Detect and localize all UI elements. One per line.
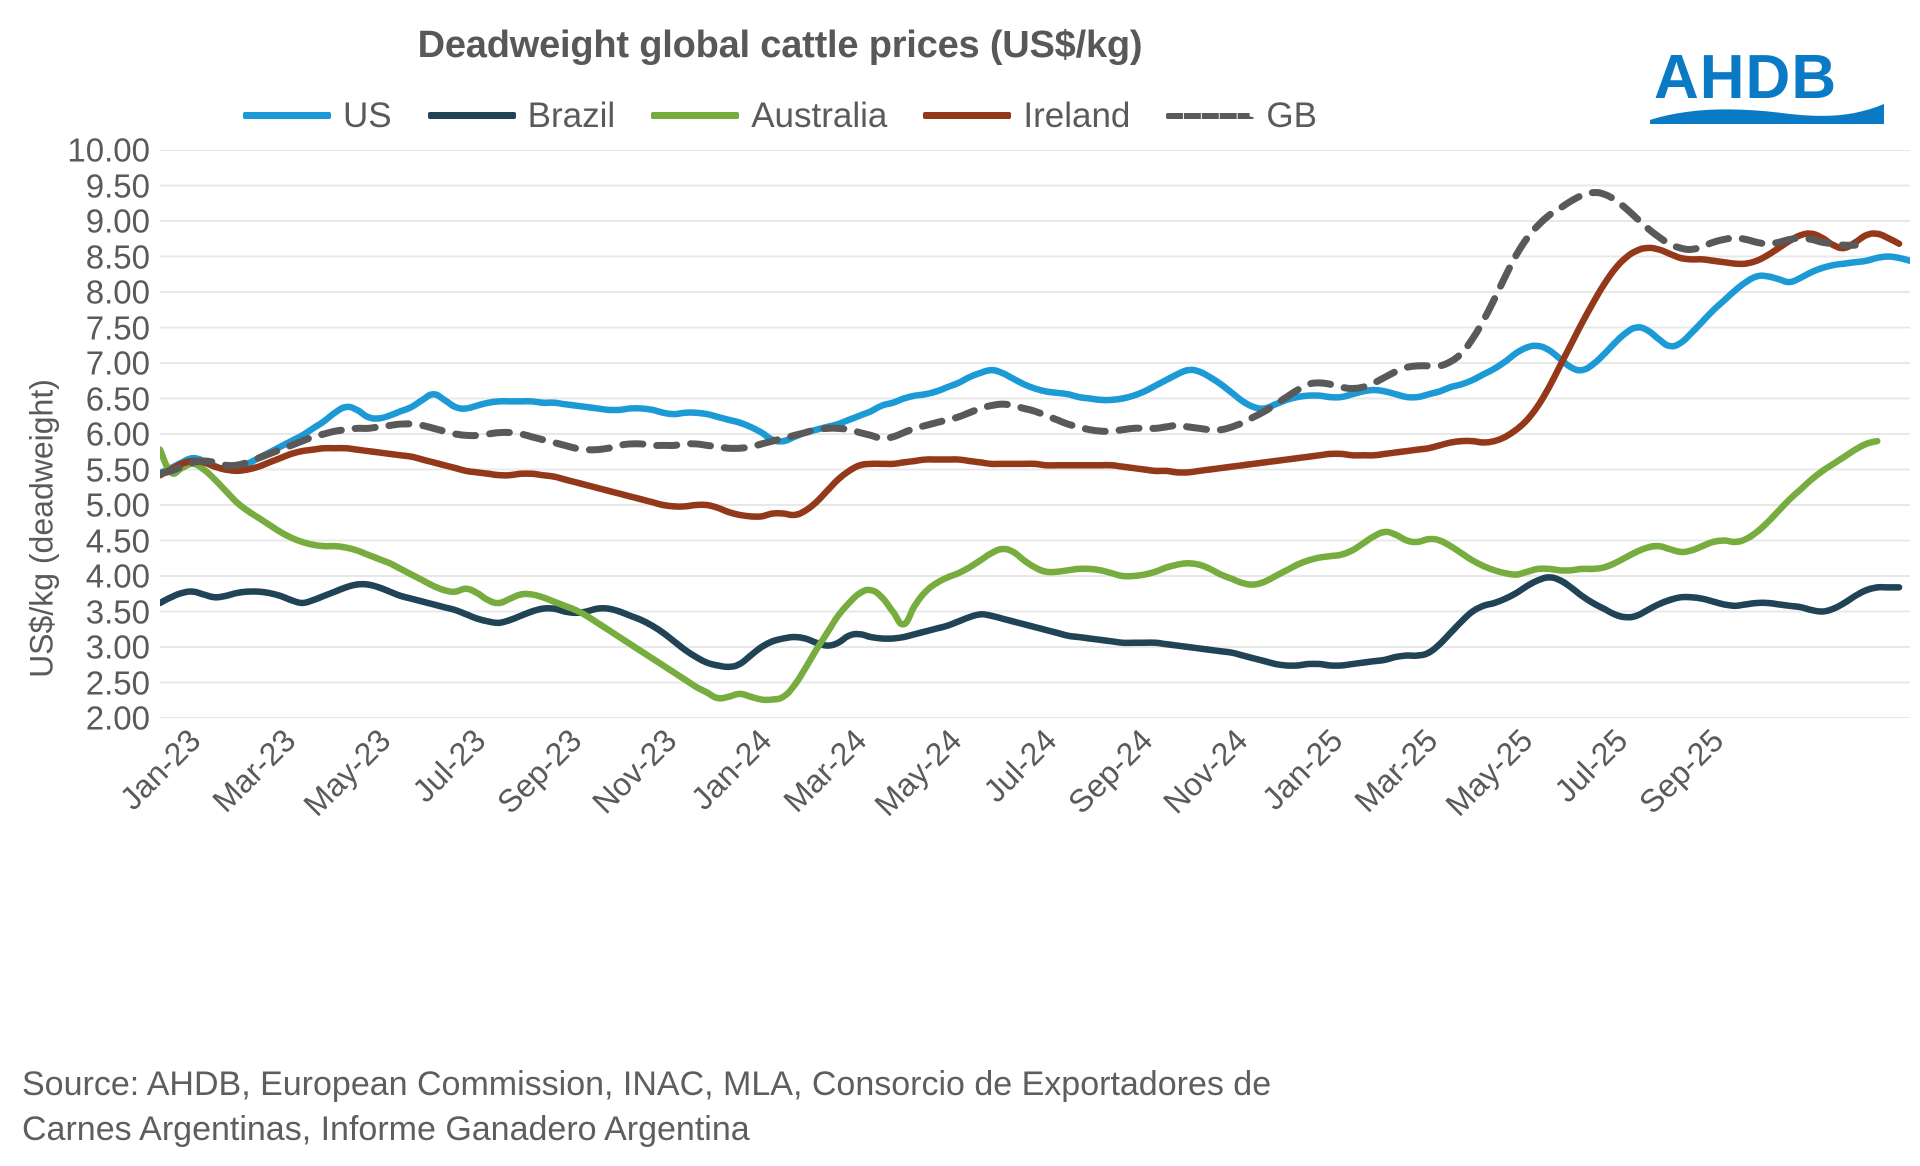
legend-swatch-brazil	[427, 112, 516, 119]
x-tick-label: Jan-24	[683, 722, 779, 817]
legend-label: Australia	[751, 96, 888, 135]
x-tick-label: Mar-23	[205, 722, 303, 820]
legend-swatch-gb	[1166, 112, 1255, 119]
y-tick-label: 3.00	[85, 628, 150, 666]
x-tick-label: Nov-24	[1155, 722, 1255, 821]
y-tick-label: 2.50	[85, 664, 150, 701]
chart-legend: US Brazil Australia Ireland GB	[0, 98, 1560, 133]
y-tick-label: 9.00	[85, 202, 150, 240]
legend-label: Ireland	[1023, 96, 1131, 135]
x-tick-label: May-25	[1438, 722, 1540, 823]
legend-swatch-us	[243, 112, 332, 119]
y-tick-label: 8.50	[85, 238, 150, 275]
legend-item-gb[interactable]: GB	[1166, 98, 1317, 133]
legend-item-ireland[interactable]: Ireland	[923, 98, 1130, 133]
ahdb-logo-svg: AHDB	[1650, 43, 1884, 124]
x-tick-label: Jul-23	[405, 722, 493, 810]
y-tick-label: 8.00	[85, 273, 150, 311]
series-line-ireland	[160, 230, 1903, 520]
y-tick-label: 9.50	[85, 167, 150, 204]
x-tick-label: Sep-24	[1060, 722, 1160, 821]
y-tick-label: 4.50	[85, 522, 150, 559]
x-tick-label: Jan-25	[1254, 722, 1350, 817]
y-tick-label: 7.50	[85, 309, 150, 346]
logo-wave-icon	[1650, 104, 1884, 124]
source-line-2: Carnes Argentinas, Informe Ganadero Arge…	[22, 1109, 750, 1148]
x-tick-label: May-24	[867, 722, 969, 823]
legend-item-us[interactable]: US	[243, 98, 392, 133]
y-tick-label: 5.00	[85, 486, 150, 524]
y-tick-label: 10.00	[67, 131, 150, 169]
series-line-australia	[160, 437, 1881, 704]
legend-item-brazil[interactable]: Brazil	[427, 96, 616, 135]
series-line-brazil	[160, 574, 1903, 671]
source-line-1: Source: AHDB, European Commission, INAC,…	[22, 1065, 1272, 1103]
source-note: Source: AHDB, European Commission, INAC,…	[22, 1062, 1522, 1152]
legend-label: US	[343, 96, 392, 135]
series-line-gb	[160, 188, 1859, 478]
y-tick-label: 7.00	[85, 344, 150, 382]
legend-label: Brazil	[527, 96, 616, 135]
svg-text:AHDB: AHDB	[1654, 43, 1837, 112]
legend-swatch-australia	[651, 112, 740, 119]
y-tick-label: 6.00	[85, 415, 150, 453]
plot-area: US$/kg (deadweight) 10.00 9.50 9.00 8.50 8.0…	[0, 134, 1920, 882]
legend-label: GB	[1266, 96, 1317, 135]
x-tick-label: Nov-23	[584, 722, 684, 821]
x-tick-label: Sep-25	[1631, 722, 1730, 821]
x-axis-ticks: Jan-23 Mar-23 May-23 Jul-23 Sep-23 Nov-23 Jan-…	[113, 722, 1910, 882]
x-tick-label: May-23	[296, 722, 398, 823]
x-tick-label: Sep-23	[489, 722, 589, 821]
x-tick-label: Mar-25	[1347, 722, 1445, 820]
chart-canvas	[160, 150, 1910, 718]
y-tick-label: 5.50	[85, 451, 150, 488]
legend-item-australia[interactable]: Australia	[651, 98, 887, 133]
y-tick-label: 4.00	[85, 557, 150, 595]
page-title: Deadweight global cattle prices (US$/kg)	[417, 24, 1143, 66]
y-tick-label: 3.50	[85, 593, 150, 630]
x-tick-label: Jul-24	[976, 722, 1064, 810]
legend-swatch-ireland	[923, 112, 1012, 119]
ahdb-logo: AHDB	[1648, 36, 1888, 128]
x-tick-label: Mar-24	[776, 722, 874, 820]
y-tick-label: 2.00	[85, 699, 150, 737]
x-tick-label: Jul-25	[1547, 722, 1635, 810]
y-tick-label: 6.50	[85, 380, 150, 417]
series-line-us	[160, 253, 1910, 477]
y-axis-ticks: 10.00 9.50 9.00 8.50 8.00 7.50 7.00 6.50 6.00 5.5…	[46, 134, 150, 735]
